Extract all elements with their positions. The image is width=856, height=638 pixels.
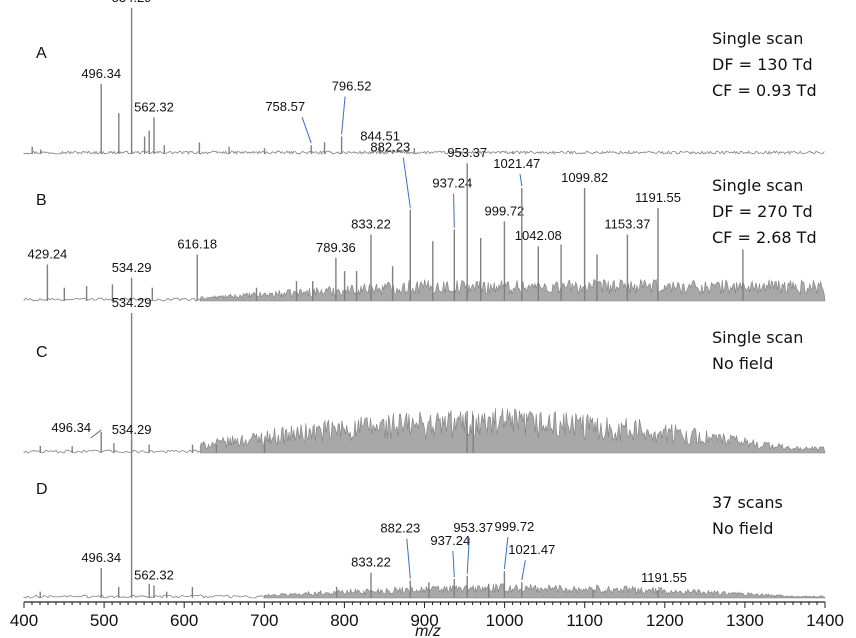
x-tick-label: 1000 [486, 611, 524, 630]
peak-label: 534.29 [112, 422, 152, 437]
peak-label: 1191.55 [635, 190, 681, 205]
peak-label: 999.72 [485, 203, 525, 218]
panel-label: C [36, 344, 48, 361]
peak-label: 937.24 [430, 533, 470, 548]
panel-condition: Single scan [712, 29, 803, 48]
peak-label: 833.22 [351, 555, 391, 570]
peak-label: 429.24 [28, 247, 68, 262]
peak-leader-line [519, 174, 523, 187]
peak-leader-line [466, 537, 470, 574]
peak-label: 937.24 [432, 176, 472, 191]
noise-envelope [199, 408, 826, 454]
panel-label: B [36, 192, 47, 209]
peak-label: 789.36 [316, 240, 356, 255]
panel-condition: No field [712, 354, 773, 373]
x-tick-label: 900 [410, 611, 438, 630]
panel-d: D 37 scans No field 496.34 534.29 562.32 833.2… [23, 422, 826, 599]
x-tick-label: 1400 [806, 611, 844, 630]
x-axis: 400 500 600 700 800 900 1000 1100 1200 1300 1400 [10, 601, 844, 630]
peak-label: 616.18 [177, 237, 217, 252]
x-tick-label: 500 [90, 611, 118, 630]
peak-label: 882.23 [370, 140, 410, 155]
x-tick-label: 1300 [726, 611, 764, 630]
x-tick-label: 400 [10, 611, 38, 630]
x-tick-label: 1100 [566, 611, 603, 630]
baseline-trace [23, 297, 201, 302]
peak-label: 534.29 [112, 260, 152, 275]
x-axis-label: m/z [415, 623, 441, 638]
x-tick-label: 1200 [646, 611, 684, 630]
peak-label: 1021.47 [508, 542, 555, 557]
panel-b: B Single scan DF = 270 Td CF = 2.68 Td 429.2… [23, 140, 826, 302]
peak-label: 562.32 [134, 100, 174, 115]
peak-leader-line [301, 117, 312, 144]
x-tick-label: 700 [250, 611, 278, 630]
peak-label: 1191.55 [641, 570, 687, 585]
panel-label: A [36, 45, 47, 62]
peak-label: 496.34 [51, 420, 91, 435]
peak-label: 953.37 [453, 520, 493, 535]
peak-leader-line [503, 537, 509, 570]
baseline-trace [23, 449, 201, 454]
panel-condition: CF = 0.93 Td [712, 81, 817, 100]
noise-envelope [264, 583, 826, 599]
peak-label: 953.37 [447, 145, 487, 160]
noise-envelope [199, 278, 826, 302]
peak-label: 1153.37 [604, 217, 650, 232]
peak-label: 999.72 [495, 519, 535, 534]
peak-label: 758.57 [265, 99, 305, 114]
panel-condition: DF = 270 Td [712, 202, 813, 221]
peak-leader-line [341, 96, 346, 135]
peak-label: 534.29 [112, 295, 152, 310]
peak-label: 882.23 [380, 521, 420, 536]
peak-label: 562.32 [134, 567, 174, 582]
panel-condition: Single scan [712, 176, 803, 195]
panel-label: D [36, 481, 48, 498]
x-tick-label: 800 [330, 611, 358, 630]
spectra-panels: A Single scan DF = 130 Td CF = 0.93 Td 496.3… [23, 0, 826, 599]
panel-condition: CF = 2.68 Td [712, 228, 817, 247]
peak-label: 1099.82 [561, 170, 608, 185]
peak-label: 534.29 [112, 0, 152, 5]
x-tick-label: 600 [170, 611, 198, 630]
panel-c: C Single scan No field 496.34 534.29 [23, 295, 826, 454]
baseline-trace [23, 150, 825, 155]
panel-condition: DF = 130 Td [712, 55, 813, 74]
panel-condition: 37 scans [712, 493, 783, 512]
peak-label: 1021.47 [493, 156, 540, 171]
peak-label: 496.34 [81, 550, 121, 565]
peak-label: 844.51 [360, 129, 400, 144]
peak-label: 496.34 [81, 66, 121, 81]
peak-label: 833.22 [351, 217, 391, 232]
panel-condition: No field [712, 519, 773, 538]
panel-a: A Single scan DF = 130 Td CF = 0.93 Td 496.3… [23, 0, 825, 155]
peak-leader-line [90, 429, 102, 439]
baseline-trace [23, 594, 265, 599]
peak-leader-line [402, 157, 411, 208]
panel-condition: Single scan [712, 328, 803, 347]
peak-leader-line [453, 193, 455, 228]
peak-leader-line [521, 560, 526, 581]
peak-leader-line [452, 550, 455, 578]
peak-leader-line [406, 538, 411, 579]
peak-label: 1042.08 [515, 228, 562, 243]
peak-label: 796.52 [332, 79, 372, 94]
